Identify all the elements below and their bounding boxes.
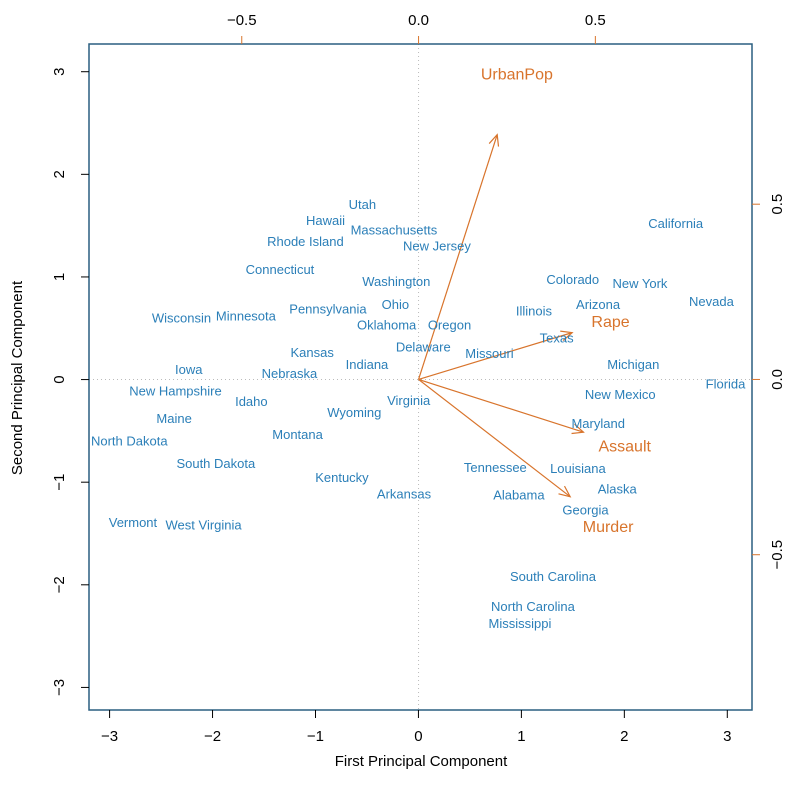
x-tick-label: 0 xyxy=(414,728,422,745)
y-tick-label: −1 xyxy=(51,474,68,491)
right-tick-label: 0.5 xyxy=(769,194,786,215)
state-label: Oregon xyxy=(428,318,471,333)
state-label: Alabama xyxy=(493,488,545,503)
y-tick-label: 3 xyxy=(51,68,68,76)
state-label: Maine xyxy=(156,411,191,426)
loading-arrows: Murder Assault UrbanPop Rape xyxy=(417,66,651,536)
x-tick-label: −2 xyxy=(204,728,221,745)
state-label: Alaska xyxy=(598,482,638,497)
state-label: South Carolina xyxy=(510,569,597,584)
state-label: Tennessee xyxy=(464,460,527,475)
state-label: New York xyxy=(612,276,667,291)
top-tick-label: 0.0 xyxy=(408,12,429,29)
loading-arrow xyxy=(418,378,584,433)
y-axis-label: Second Principal Component xyxy=(9,280,26,475)
state-label: Colorado xyxy=(546,272,599,287)
state-label: North Dakota xyxy=(91,433,168,448)
state-label: Vermont xyxy=(109,515,158,530)
state-label: New Mexico xyxy=(585,387,656,402)
arrow-head xyxy=(558,485,572,498)
state-label: Montana xyxy=(272,427,323,442)
state-label: New Hampshire xyxy=(129,384,221,399)
state-label: California xyxy=(648,216,704,231)
y-tick-label: −3 xyxy=(51,679,68,696)
loading-arrow xyxy=(417,134,498,380)
state-label: Oklahoma xyxy=(357,317,417,332)
state-label: Utah xyxy=(349,197,376,212)
state-label: Florida xyxy=(706,377,747,392)
arrow-head xyxy=(560,330,574,341)
x-tick-label: 3 xyxy=(723,728,731,745)
x-tick-label: −3 xyxy=(101,728,118,745)
state-label: Michigan xyxy=(607,357,659,372)
state-label: Texas xyxy=(540,331,574,346)
state-label: Wisconsin xyxy=(152,310,211,325)
loading-label: Murder xyxy=(583,519,634,536)
state-label: Arkansas xyxy=(377,486,432,501)
y-tick-label: 2 xyxy=(51,170,68,178)
state-label: Massachusetts xyxy=(351,223,438,238)
state-label: Wyoming xyxy=(327,405,381,420)
state-label: South Dakota xyxy=(176,456,256,471)
state-label: Virginia xyxy=(387,393,431,408)
x-axis-label: First Principal Component xyxy=(335,753,508,770)
y-tick-label: −2 xyxy=(51,576,68,593)
top-tick-label: −0.5 xyxy=(227,12,257,29)
plot-box xyxy=(88,43,753,711)
x-tick-label: −1 xyxy=(307,728,324,745)
zero-lines xyxy=(89,44,752,710)
state-label: Nebraska xyxy=(262,366,318,381)
loading-arrow xyxy=(418,378,571,498)
state-label: New Jersey xyxy=(403,238,471,253)
right-tick-label: 0.0 xyxy=(769,369,786,390)
state-label: Ohio xyxy=(382,297,409,312)
arrow-head xyxy=(488,133,500,147)
state-label: Mississippi xyxy=(489,616,552,631)
loading-label: Rape xyxy=(591,314,629,331)
state-label: Kentucky xyxy=(315,470,369,485)
state-label: Indiana xyxy=(346,357,389,372)
state-label: Georgia xyxy=(562,502,609,517)
state-label: Idaho xyxy=(235,394,268,409)
state-label: Iowa xyxy=(175,362,203,377)
arrow-head xyxy=(571,423,585,435)
state-label: Rhode Island xyxy=(267,234,344,249)
state-label: North Carolina xyxy=(491,599,576,614)
x-tick-label: 1 xyxy=(517,728,525,745)
state-label: Arizona xyxy=(576,297,621,312)
y-tick-label: 0 xyxy=(51,375,68,383)
state-label: Minnesota xyxy=(216,308,277,323)
loading-label: Assault xyxy=(598,438,651,455)
state-label: Kansas xyxy=(291,345,335,360)
state-label: Connecticut xyxy=(246,262,315,277)
loading-label: UrbanPop xyxy=(481,66,553,83)
state-label: Louisiana xyxy=(550,461,606,476)
top-tick-label: 0.5 xyxy=(585,12,606,29)
state-label: Missouri xyxy=(465,346,514,361)
y-tick-label: 1 xyxy=(51,273,68,281)
state-label: Hawaii xyxy=(306,213,345,228)
right-tick-label: −0.5 xyxy=(769,540,786,570)
state-label: Washington xyxy=(362,274,430,289)
state-label: Nevada xyxy=(689,294,735,309)
axes: −3 −2 −1 0 1 2 3 −3 −2 −1 0 1 2 3 −0.5 0.0 0.5 −0.5 0.0 0.5 xyxy=(51,12,786,745)
state-label: Illinois xyxy=(516,303,553,318)
state-label: Delaware xyxy=(396,340,451,355)
state-label: Maryland xyxy=(571,416,624,431)
state-label: Pennsylvania xyxy=(289,302,367,317)
loading-arrow xyxy=(418,332,573,381)
state-labels: Alabama Alaska Arizona Arkansas California Co… xyxy=(91,197,746,631)
x-tick-label: 2 xyxy=(620,728,628,745)
state-label: West Virginia xyxy=(166,517,243,532)
